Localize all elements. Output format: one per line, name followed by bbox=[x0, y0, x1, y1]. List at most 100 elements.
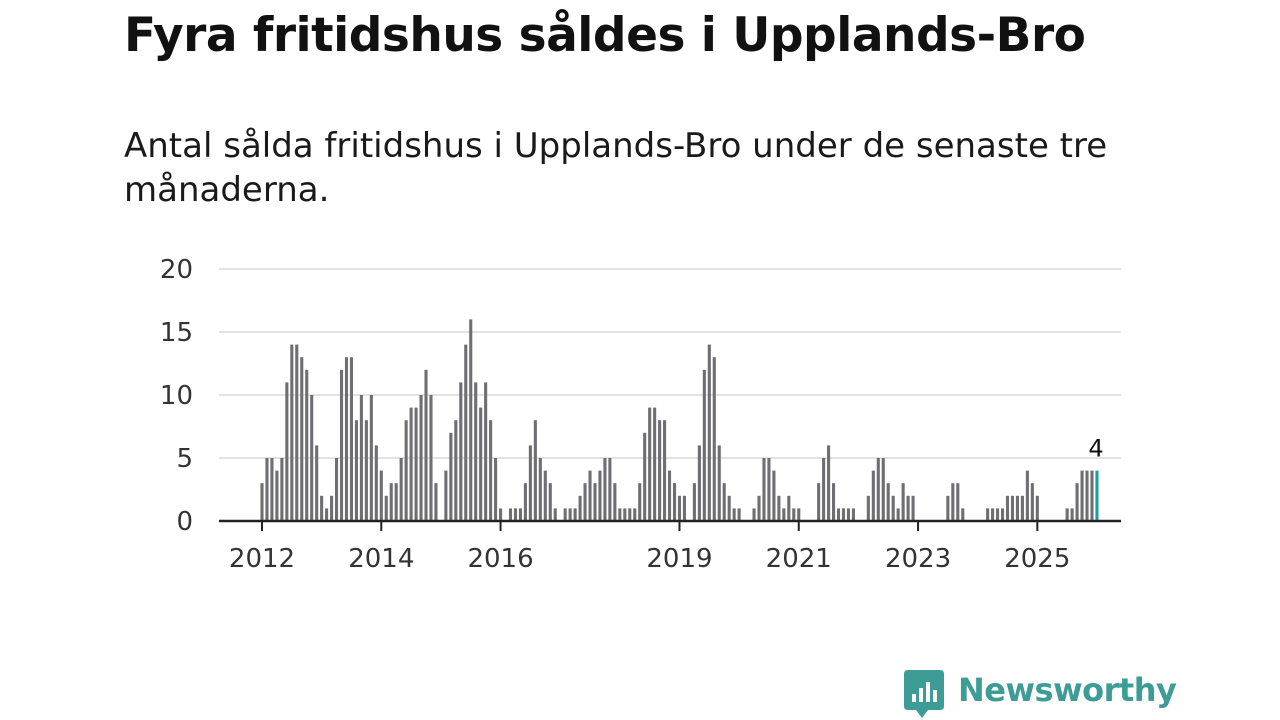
bar bbox=[762, 458, 766, 521]
chart-subtitle: Antal sålda fritidshus i Upplands-Bro un… bbox=[124, 126, 1108, 210]
bar bbox=[911, 495, 915, 521]
bar bbox=[374, 445, 378, 521]
bar bbox=[344, 357, 349, 521]
y-tick-label: 5 bbox=[176, 444, 193, 474]
bar bbox=[598, 470, 602, 521]
bar bbox=[702, 369, 706, 521]
y-tick-label: 15 bbox=[160, 318, 193, 348]
bar bbox=[593, 483, 597, 521]
bar bbox=[494, 458, 498, 521]
newsworthy-logo-icon bbox=[904, 670, 944, 718]
bar bbox=[349, 357, 354, 521]
x-tick-label: 2016 bbox=[467, 544, 533, 574]
bar bbox=[727, 495, 731, 521]
bar bbox=[305, 369, 309, 521]
bar bbox=[1020, 495, 1024, 521]
bar bbox=[459, 382, 463, 521]
bar bbox=[712, 357, 716, 521]
bar bbox=[543, 470, 547, 521]
bar bbox=[667, 470, 672, 521]
bar bbox=[846, 508, 851, 521]
bar bbox=[1070, 508, 1074, 521]
bar bbox=[663, 420, 667, 521]
bar bbox=[891, 495, 895, 521]
bar bbox=[484, 382, 488, 521]
bar bbox=[792, 508, 796, 521]
y-tick-labels: 0 5 10 15 20 bbox=[160, 255, 193, 537]
bar bbox=[1080, 470, 1084, 521]
bar bbox=[310, 395, 314, 521]
bar bbox=[1085, 470, 1089, 521]
y-tick-label: 10 bbox=[160, 381, 193, 411]
bar bbox=[876, 458, 880, 521]
bar bbox=[454, 420, 458, 521]
bar bbox=[528, 445, 532, 521]
y-tick-label: 0 bbox=[176, 507, 193, 537]
bar bbox=[827, 445, 831, 521]
bar bbox=[737, 508, 741, 521]
bar bbox=[424, 369, 428, 521]
bar bbox=[851, 508, 855, 521]
bar bbox=[1005, 495, 1010, 521]
bar bbox=[325, 508, 329, 521]
bar bbox=[300, 357, 304, 521]
bar bbox=[1000, 508, 1005, 521]
x-tick-labels: 2012 2014 2016 2019 2021 2023 2025 bbox=[229, 544, 1070, 574]
bar bbox=[672, 483, 677, 521]
bar bbox=[692, 483, 696, 521]
x-tick-label: 2021 bbox=[766, 544, 832, 574]
bar bbox=[444, 470, 448, 521]
bar bbox=[419, 395, 423, 521]
bar bbox=[1015, 495, 1019, 521]
bar bbox=[548, 483, 552, 521]
bar bbox=[265, 458, 269, 521]
bar bbox=[881, 458, 885, 521]
bar bbox=[836, 508, 841, 521]
bar bbox=[578, 495, 582, 521]
bar bbox=[409, 407, 413, 521]
x-tick-label: 2019 bbox=[646, 544, 712, 574]
bar bbox=[832, 483, 836, 521]
bar bbox=[946, 495, 950, 521]
bar bbox=[782, 508, 786, 521]
bar bbox=[653, 407, 657, 521]
bar bbox=[777, 495, 781, 521]
y-tick-label: 20 bbox=[160, 255, 193, 285]
gridlines bbox=[219, 268, 1121, 459]
bar bbox=[275, 470, 279, 521]
bar bbox=[489, 420, 493, 521]
bars bbox=[260, 319, 1099, 521]
bar bbox=[508, 508, 513, 521]
bar bbox=[658, 420, 662, 521]
bar bbox=[841, 508, 846, 521]
bar bbox=[896, 508, 900, 521]
bar bbox=[339, 369, 344, 521]
bar bbox=[364, 420, 368, 521]
bar bbox=[359, 395, 363, 521]
bar bbox=[991, 508, 995, 521]
bar bbox=[583, 483, 587, 521]
bar bbox=[682, 495, 686, 521]
bar bbox=[1065, 508, 1069, 521]
bar bbox=[464, 344, 468, 521]
bar bbox=[354, 420, 358, 521]
bar bbox=[717, 445, 721, 521]
bar bbox=[901, 483, 905, 521]
bar bbox=[603, 458, 607, 521]
bar bbox=[871, 470, 875, 521]
bar bbox=[643, 432, 647, 521]
bar bbox=[414, 407, 418, 521]
bar bbox=[628, 508, 632, 521]
bar bbox=[633, 508, 637, 521]
x-tick-label: 2014 bbox=[348, 544, 414, 574]
bar-highlight bbox=[1095, 470, 1099, 521]
bar bbox=[1090, 470, 1094, 521]
bar bbox=[384, 495, 388, 521]
bar bbox=[623, 508, 627, 521]
bar bbox=[429, 395, 433, 521]
bar bbox=[996, 508, 1000, 521]
bar bbox=[951, 483, 955, 521]
bar bbox=[523, 483, 527, 521]
x-tick-label: 2023 bbox=[885, 544, 951, 574]
